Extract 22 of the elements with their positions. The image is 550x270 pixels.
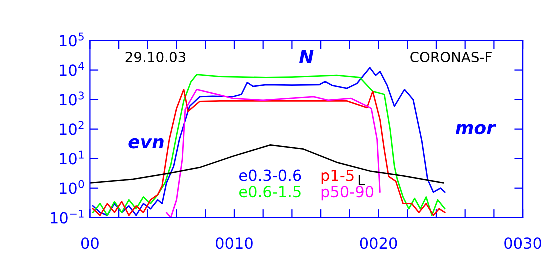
- x-tick-label: 0020: [360, 238, 398, 250]
- text: p1-5: [322, 170, 354, 184]
- y-tick-label: 10$^{5}$: [60, 32, 84, 47]
- x-tick-label: 0010: [216, 238, 253, 250]
- x-tick-label: 00: [81, 238, 99, 250]
- annotation: N: [299, 50, 314, 64]
- annotation: CORONAS-F: [410, 52, 492, 63]
- text: e0.3-0.6: [240, 170, 302, 182]
- annotation: evn: [128, 138, 164, 149]
- text: e0.6-1.5: [240, 186, 301, 198]
- y-tick-label: 10$^{2}$: [60, 121, 84, 136]
- series-label: p50-90: [322, 186, 374, 201]
- annotation: mor: [456, 124, 496, 135]
- y-tick-label: 10$^{4}$: [60, 62, 84, 76]
- y-tick-label: 10$^{3}$: [60, 92, 84, 106]
- y-tick-label: 10$^{1}$: [60, 150, 84, 165]
- series-label: L: [358, 175, 366, 186]
- y-tick-label: 10$^{−1}$: [51, 210, 84, 224]
- line-series: [166, 89, 381, 218]
- y-tick-label: 10$^{0}$: [60, 180, 84, 194]
- x-tick-label: 0030: [504, 238, 542, 250]
- annotation: 29.10.03: [126, 52, 186, 63]
